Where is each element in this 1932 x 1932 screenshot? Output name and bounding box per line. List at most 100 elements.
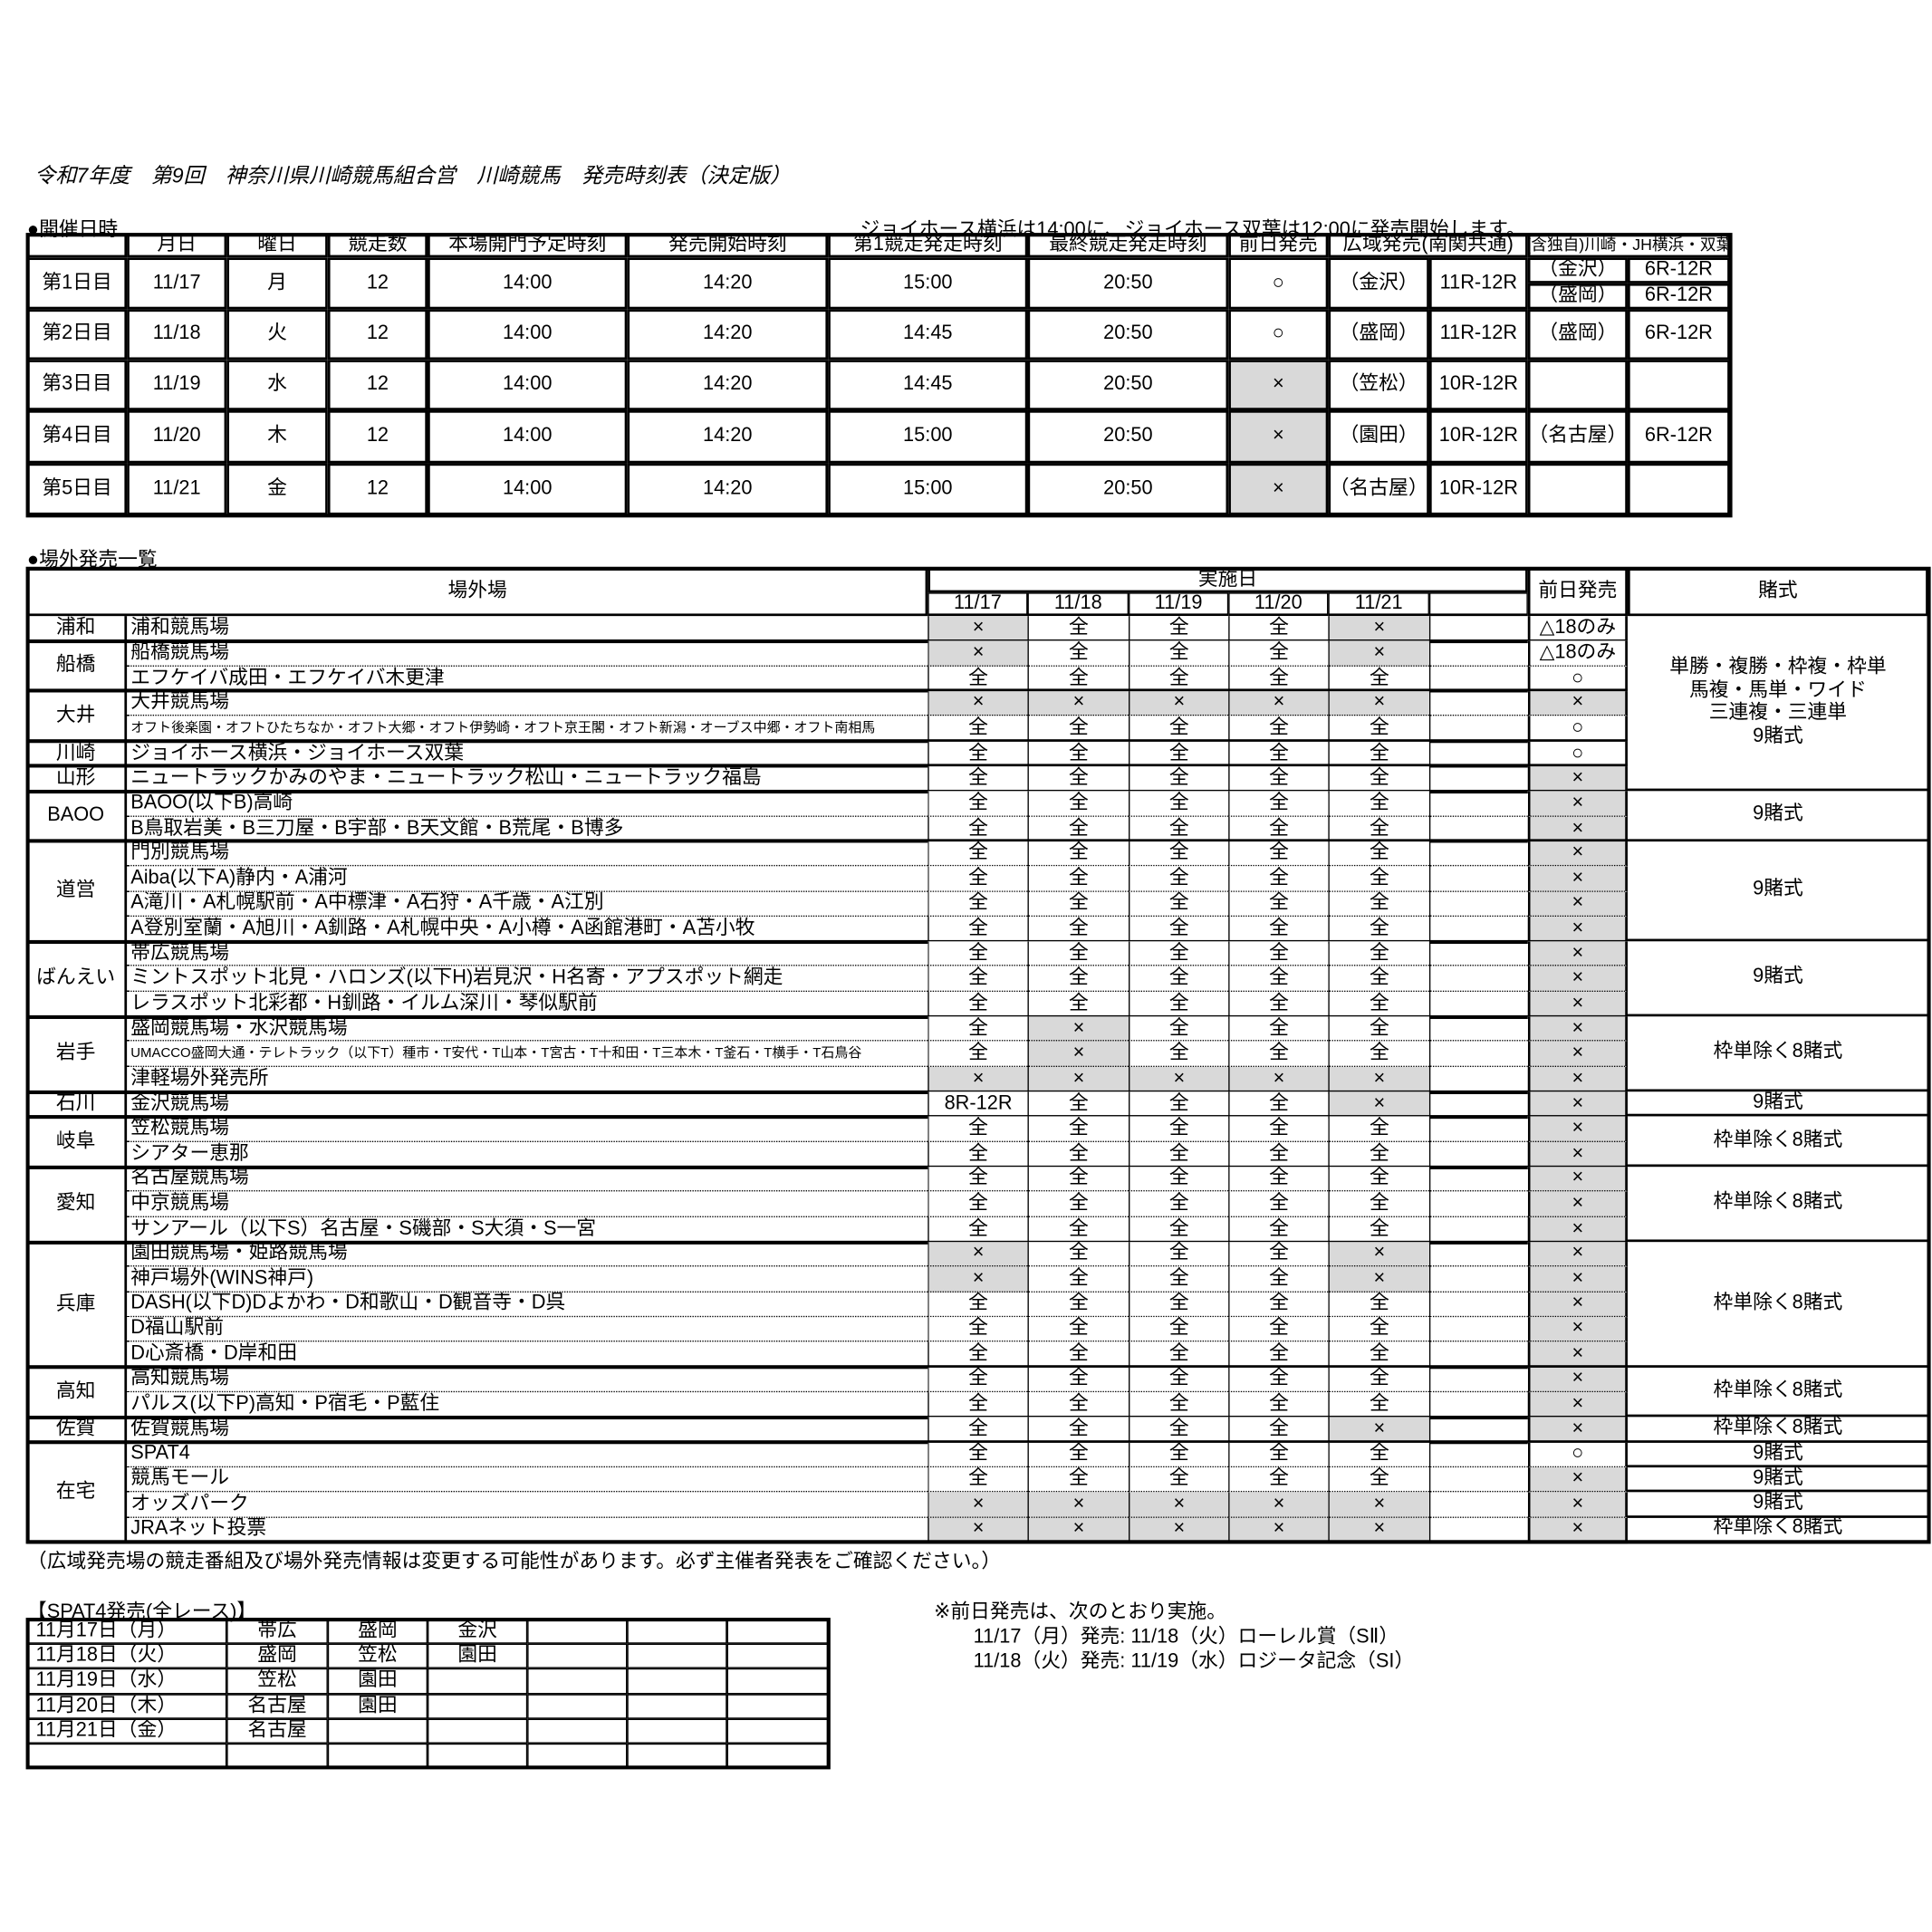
schedule-cell: 10R-12R [1428, 360, 1528, 410]
text: 全 [968, 841, 988, 863]
schedule-cell: （園田） [1328, 409, 1429, 464]
text: 前日発売 [1538, 581, 1618, 602]
text: 最終競走発走時刻 [1049, 234, 1207, 256]
region-cell: 浦和 [27, 616, 128, 641]
text: 全 [1269, 641, 1289, 663]
day-cell: × [928, 1492, 1028, 1518]
text: 全 [1069, 1317, 1089, 1339]
text: 20:50 [1103, 425, 1153, 447]
schedule-cell: 14:45 [828, 360, 1028, 410]
day-cell: 全 [1228, 1466, 1329, 1493]
text: 全 [1069, 1267, 1089, 1289]
day-cell [1428, 916, 1528, 942]
bet-cell: 枠単除く8賭式 [1627, 1117, 1928, 1168]
day-cell [1428, 1242, 1528, 1267]
venue-name: 中京競馬場 [127, 1192, 928, 1217]
rule [26, 1114, 1628, 1120]
prev-cell: △18のみ [1527, 616, 1628, 641]
text: 11月19日（水） [35, 1669, 178, 1691]
day-cell: 全 [1228, 1116, 1329, 1142]
text: 全 [1269, 1167, 1289, 1188]
schedule-cell: 15:00 [828, 257, 1028, 310]
day-cell: 全 [1328, 916, 1429, 942]
text: 全 [1168, 918, 1189, 939]
text: ニュートラックかみのやま・ニュートラック松山・ニュートラック福島 [130, 767, 762, 789]
day-cell: 全 [1228, 916, 1329, 942]
day-cell: 全 [928, 716, 1028, 742]
text: × [972, 1267, 985, 1289]
text: 9賭式 [1753, 1466, 1803, 1489]
day-cell: 全 [1129, 791, 1229, 817]
region-cell: 山形 [27, 765, 128, 792]
day-cell [1428, 891, 1528, 917]
day-cell [1428, 1091, 1528, 1117]
text: 全 [1069, 1343, 1089, 1365]
schedule-cell: 12 [327, 257, 428, 310]
day-cell: × [1027, 1042, 1129, 1067]
text: × [1572, 691, 1584, 713]
venue-name: 名古屋競馬場 [127, 1167, 928, 1192]
text: × [1373, 1092, 1386, 1114]
day-cell: 全 [1027, 1266, 1129, 1293]
schedule-cell: （盛岡） [1527, 283, 1628, 310]
text: 10R-12R [1438, 373, 1518, 395]
day-cell: 全 [1228, 1191, 1329, 1217]
text: 全 [1168, 1343, 1189, 1365]
text: 全 [1168, 817, 1189, 839]
day-cell: × [1328, 1492, 1429, 1518]
text: 盛岡競馬場・水沢競馬場 [130, 1017, 348, 1039]
day-cell [1428, 991, 1528, 1017]
text: 金 [267, 477, 287, 499]
text: 全 [1069, 966, 1089, 988]
day-cell: 全 [1027, 991, 1129, 1017]
day-cell: 全 [928, 841, 1028, 867]
day-cell: × [1328, 616, 1429, 641]
day-cell [1428, 640, 1528, 667]
text: 全 [968, 993, 988, 1014]
text: 枠単除く8賭式 [1713, 1191, 1843, 1213]
text: 11/18 [1053, 592, 1102, 614]
day-cell [1428, 1016, 1528, 1043]
day-cell: 全 [1027, 791, 1129, 817]
text: ジョイホース横浜・ジョイホース双葉 [130, 742, 465, 764]
text: 全 [1168, 792, 1189, 813]
text: 全 [1069, 767, 1089, 789]
text: × [1572, 1217, 1584, 1239]
schedule-cell: 月 [226, 257, 328, 310]
text: 全 [1168, 1467, 1189, 1489]
text: 浦和競馬場 [130, 617, 230, 639]
day-cell: 全 [1027, 616, 1129, 641]
venue-name: UMACCO盛岡大通・テレトラック（以下T）種市・T安代・T山本・T宮古・T十和… [127, 1042, 928, 1067]
day-cell: 全 [928, 966, 1028, 992]
text: 中京競馬場 [130, 1192, 230, 1214]
text: 第3日目 [42, 373, 112, 395]
text: 20:50 [1103, 477, 1153, 499]
text: × [972, 1493, 985, 1514]
text: × [1572, 1167, 1584, 1188]
prev-cell: × [1527, 1341, 1628, 1368]
text: 馬複・馬単・ワイド [1688, 679, 1867, 701]
rule [26, 1165, 1628, 1169]
text: 佐賀 [55, 1418, 96, 1440]
day-cell [1428, 1116, 1528, 1142]
prev-cell: △18のみ [1527, 640, 1628, 667]
schedule-cell: 11/20 [127, 409, 227, 464]
day-cell: 全 [1328, 1191, 1429, 1217]
text: 全 [1369, 716, 1389, 739]
text: × [1572, 1467, 1584, 1489]
day-cell: 全 [928, 1191, 1028, 1217]
day-cell: × [1027, 691, 1129, 716]
text: A登別室蘭・A旭川・A釧路・A札幌中央・A小樽・A函館港町・A苫小牧 [130, 918, 755, 939]
schedule-cell: 15:00 [828, 409, 1028, 464]
text: 全 [1369, 1217, 1389, 1239]
text: 12 [366, 425, 389, 447]
text: 浦和 [55, 617, 96, 639]
day-cell: 全 [1228, 1167, 1329, 1192]
text: 全 [1269, 1117, 1289, 1139]
day-cell: 全 [1228, 1242, 1329, 1267]
text: 全 [1168, 1367, 1189, 1389]
prev-cell: × [1527, 991, 1628, 1017]
text: 船橋 [55, 654, 96, 677]
spat4-cell [527, 1668, 628, 1694]
schedule-cell: 11/18 [127, 309, 227, 360]
